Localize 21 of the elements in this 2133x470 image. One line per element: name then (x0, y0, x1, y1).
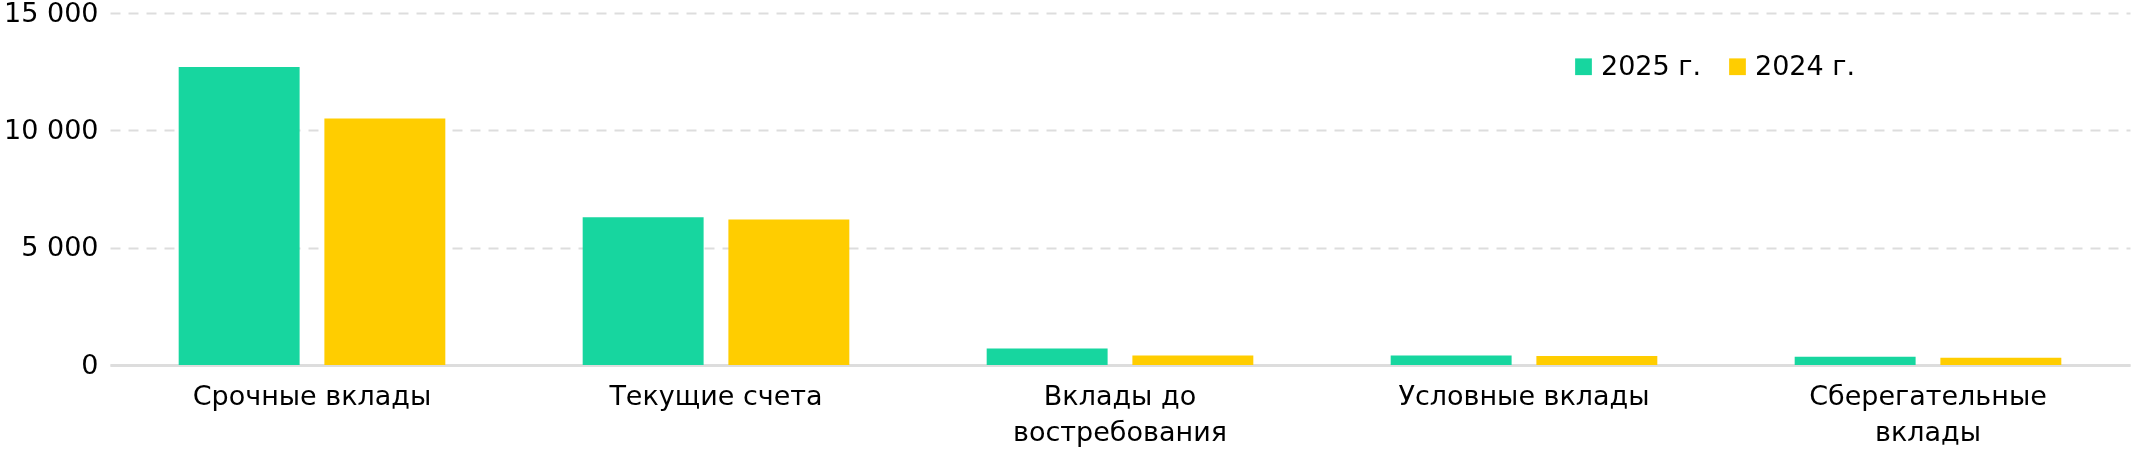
bar (324, 118, 446, 365)
x-tick-label: Сберегательные вклады (1809, 379, 2047, 447)
bar (1940, 357, 2062, 365)
legend-label: 2025 г. (1601, 49, 1702, 81)
bar (986, 348, 1108, 365)
bar (1390, 355, 1512, 365)
bar (1536, 356, 1658, 365)
bar (1132, 355, 1254, 365)
x-tick-label: Срочные вклады (192, 379, 432, 411)
bar (1794, 356, 1916, 365)
x-tick-label: Вклады до востребования (1013, 379, 1227, 447)
bar (582, 217, 704, 365)
bar (178, 66, 300, 365)
y-tick-label: 5 000 (21, 231, 99, 263)
bar (728, 219, 850, 365)
y-tick-label: 10 000 (4, 113, 99, 145)
x-tick-label: Текущие счета (608, 379, 823, 411)
y-tick-label: 0 (81, 348, 99, 380)
x-tick-label: Условные вклады (1398, 379, 1650, 411)
y-tick-label: 15 000 (4, 0, 99, 28)
legend-label: 2024 г. (1755, 49, 1856, 81)
